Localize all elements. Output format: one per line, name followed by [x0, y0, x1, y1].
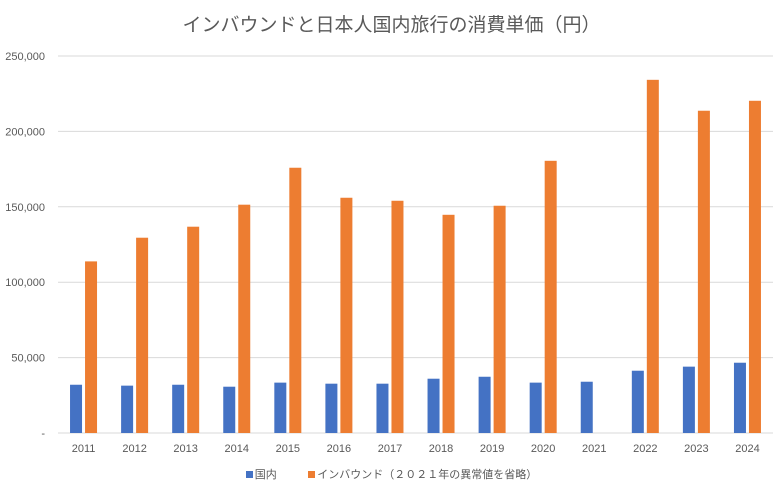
legend-label: 国内 — [254, 468, 277, 481]
x-tick-label: 2014 — [225, 443, 249, 455]
bar-inbound-2024 — [748, 100, 761, 433]
bar-inbound-2023 — [697, 110, 710, 433]
x-tick-label: 2016 — [327, 443, 351, 455]
bar-inbound-2015 — [289, 167, 302, 433]
bar-domestic-2011 — [70, 384, 83, 433]
legend-label: インバウンド（２０２１年の異常値を省略） — [317, 468, 538, 481]
x-tick-label: 2013 — [173, 443, 197, 455]
legend-swatch — [245, 471, 253, 478]
bar-domestic-2022 — [631, 370, 644, 433]
x-tick-label: 2022 — [633, 443, 657, 455]
bar-domestic-2013 — [172, 384, 185, 433]
x-tick-label: 2024 — [735, 443, 759, 455]
legend: 国内 インバウンド（２０２１年の異常値を省略） — [0, 466, 783, 482]
x-tick-label: 2015 — [276, 443, 300, 455]
bar-inbound-2016 — [340, 197, 353, 433]
x-tick-label: 2017 — [378, 443, 402, 455]
y-tick-label: 250,000 — [5, 51, 45, 63]
bar-domestic-2020 — [529, 382, 542, 433]
bar-domestic-2021 — [580, 381, 593, 433]
legend-item-domestic: 国内 — [245, 468, 277, 481]
bar-domestic-2024 — [733, 362, 746, 433]
bar-inbound-2011 — [85, 261, 98, 433]
bar-inbound-2014 — [238, 204, 251, 433]
bar-domestic-2015 — [274, 382, 287, 433]
legend-item-inbound: インバウンド（２０２１年の異常値を省略） — [308, 468, 537, 481]
legend-swatch — [308, 471, 316, 478]
chart-title: インバウンドと日本人国内旅行の消費単価（円） — [182, 14, 601, 36]
bar-domestic-2023 — [682, 366, 695, 433]
bar-inbound-2018 — [442, 214, 455, 433]
x-tick-label: 2018 — [429, 443, 453, 455]
bar-inbound-2022 — [646, 79, 659, 433]
x-tick-label: 2011 — [72, 443, 96, 455]
x-tick-label: 2019 — [480, 443, 504, 455]
bar-domestic-2014 — [223, 386, 236, 433]
bar-inbound-2020 — [544, 160, 557, 433]
bar-domestic-2019 — [478, 376, 491, 433]
y-tick-label: 200,000 — [5, 126, 45, 138]
bar-domestic-2012 — [121, 385, 134, 433]
x-tick-label: 2012 — [122, 443, 146, 455]
bar-inbound-2012 — [136, 237, 149, 433]
y-tick-label: 100,000 — [5, 277, 45, 289]
bar-domestic-2018 — [427, 378, 440, 433]
bar-inbound-2013 — [187, 226, 200, 433]
x-tick-label: 2023 — [684, 443, 708, 455]
bar-inbound-2017 — [391, 200, 404, 433]
y-tick-label: 150,000 — [5, 202, 45, 214]
bar-domestic-2016 — [325, 383, 338, 433]
y-tick-label: 50,000 — [11, 353, 45, 365]
y-tick-label: - — [41, 428, 45, 440]
bar-domestic-2017 — [376, 383, 389, 433]
x-tick-label: 2020 — [531, 443, 555, 455]
bar-inbound-2019 — [493, 205, 506, 433]
x-tick-label: 2021 — [582, 443, 606, 455]
